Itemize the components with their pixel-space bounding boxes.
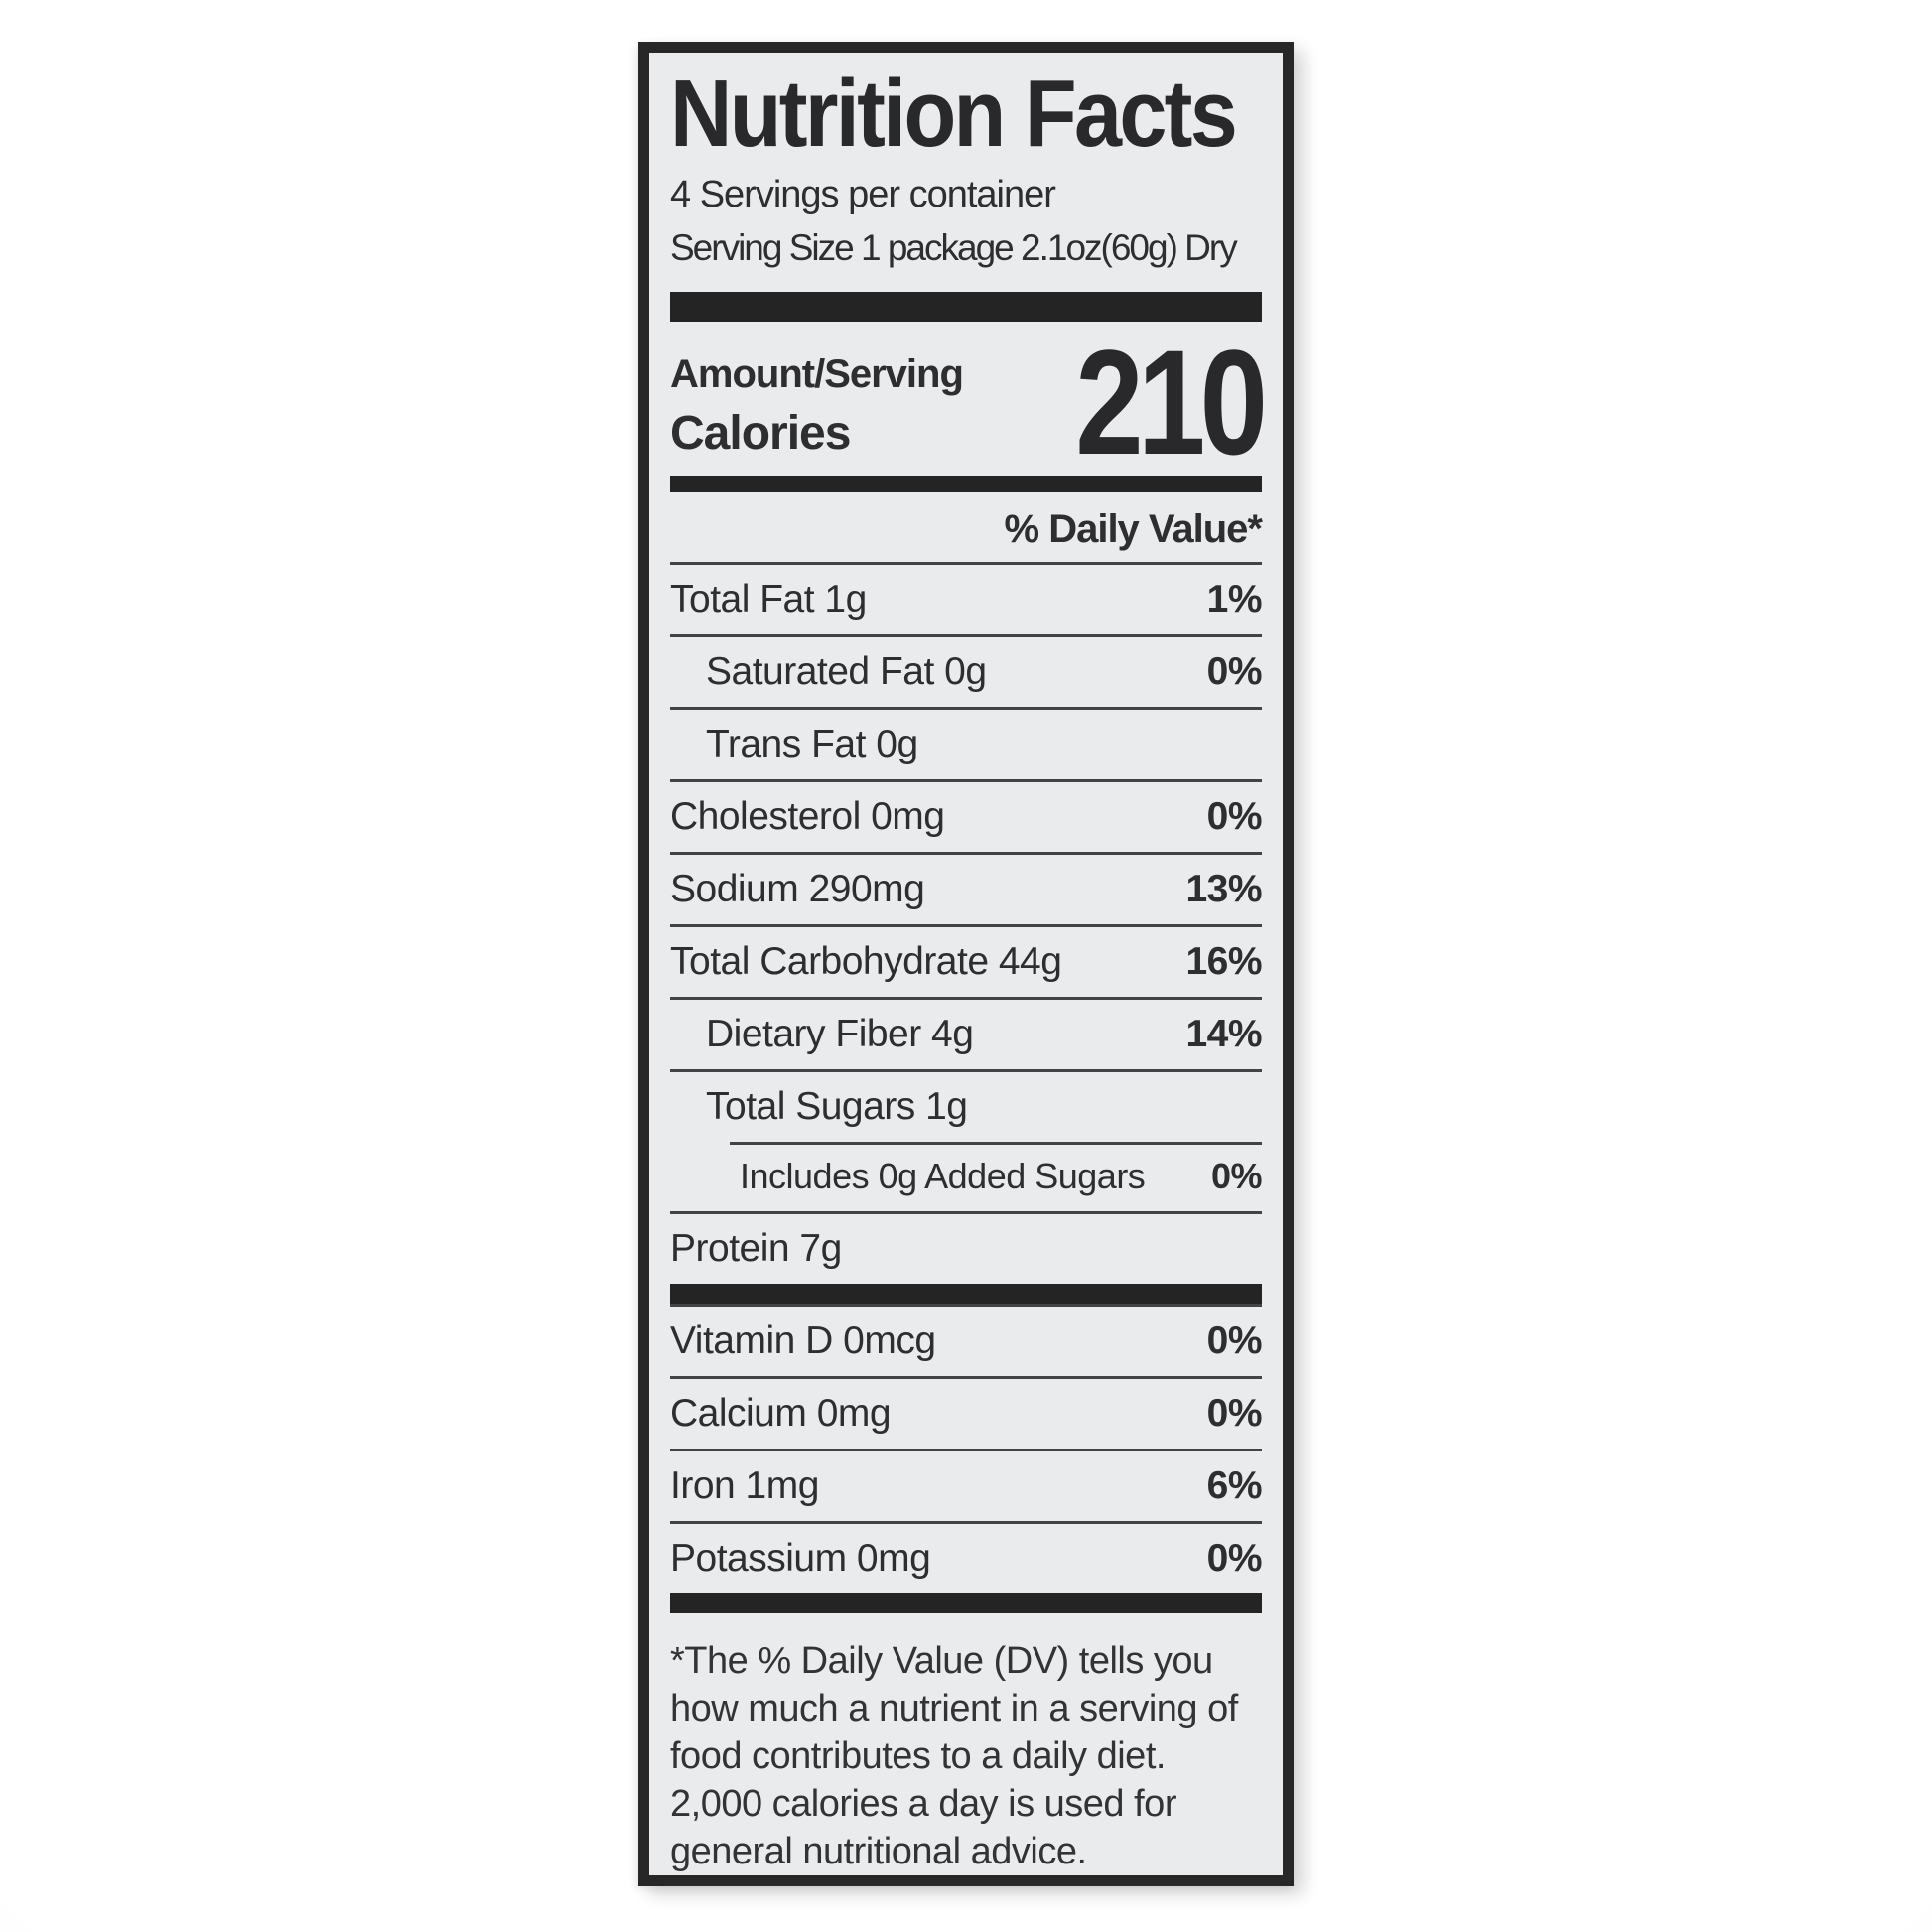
micronutrient-row: Calcium 0mg 0% [670,1376,1263,1449]
nutrient-row: Total Sugars 1g [670,1069,1262,1142]
nutrient-row: Dietary Fiber 4g 14% [670,997,1262,1069]
nutrient-daily-value: 16% [1185,940,1262,984]
micronutrient-row: Potassium 0mg 0% [670,1521,1263,1593]
nutrient-name: Total Carbohydrate 44g [670,940,1062,984]
calories-section: Amount/Serving Calories 210 [670,319,1268,486]
micronutrient-row: Iron 1mg 6% [670,1449,1263,1521]
micronutrient-daily-value: 6% [1206,1464,1263,1508]
micronutrient-name: Calcium 0mg [670,1392,892,1436]
micronutrient-name: Iron 1mg [670,1464,819,1508]
nutrient-daily-value: 13% [1185,868,1262,911]
servings-per-container: 4 Servings per container [670,174,1056,216]
nutrient-daily-value: 0% [1210,1156,1263,1197]
label-title: Nutrition Facts [670,61,1238,167]
micronutrient-row: Vitamin D 0mcg 0% [670,1304,1263,1376]
nutrient-daily-value: 0% [1206,795,1263,839]
amount-per-serving-label: Amount/Serving [670,352,964,397]
calories-value: 210 [1074,319,1268,486]
nutrient-daily-value: 0% [1206,650,1263,694]
nutrient-name: Protein 7g [670,1227,842,1271]
daily-value-footnote: *The % Daily Value (DV) tells you how mu… [670,1640,1238,1873]
micronutrient-daily-value: 0% [1206,1537,1263,1581]
nutrient-name: Saturated Fat 0g [706,650,987,694]
micronutrient-daily-value: 0% [1206,1319,1263,1363]
nutrient-name: Dietary Fiber 4g [706,1013,974,1056]
nutrient-name: Cholesterol 0mg [670,795,945,839]
medium-separator-bar [670,476,1262,493]
nutrient-daily-value: 1% [1206,578,1263,621]
nutrient-row: Cholesterol 0mg 0% [670,779,1263,852]
nutrient-row: Total Fat 1g 1% [670,562,1263,634]
nutrient-list: Total Fat 1g 1% Saturated Fat 0g 0% Tran… [670,562,1263,1284]
calories-label: Calories [670,407,851,461]
nutrient-name: Total Fat 1g [670,578,867,621]
nutrient-name: Trans Fat 0g [706,723,918,766]
nutrient-name: Includes 0g Added Sugars [740,1156,1146,1197]
nutrient-name: Total Sugars 1g [706,1085,968,1129]
micronutrient-name: Vitamin D 0mcg [670,1319,936,1363]
micronutrient-list: Vitamin D 0mcg 0% Calcium 0mg 0% Iron 1m… [670,1304,1263,1593]
serving-size: Serving Size 1 package 2.1oz(60g) Dry [670,227,1238,269]
nutrient-row: Saturated Fat 0g 0% [670,634,1263,707]
nutrient-row: Protein 7g [670,1211,1262,1284]
calories-labels: Amount/Serving Calories [670,352,964,461]
nutrient-daily-value: 14% [1185,1013,1262,1056]
nutrient-row: Includes 0g Added Sugars 0% [670,1142,1263,1211]
medium-separator-bar [670,1284,1262,1305]
thick-separator-bar [670,292,1262,323]
micronutrient-name: Potassium 0mg [670,1537,931,1581]
nutrient-row: Total Carbohydrate 44g 16% [670,924,1262,997]
nutrient-name: Sodium 290mg [670,868,925,911]
daily-value-header: % Daily Value* [1004,507,1263,552]
nutrient-row: Sodium 290mg 13% [670,852,1262,924]
nutrient-row: Trans Fat 0g [670,707,1262,779]
medium-separator-bar [670,1593,1262,1614]
nutrition-facts-label: Nutrition Facts 4 Servings per container… [638,42,1294,1886]
micronutrient-daily-value: 0% [1206,1392,1263,1436]
